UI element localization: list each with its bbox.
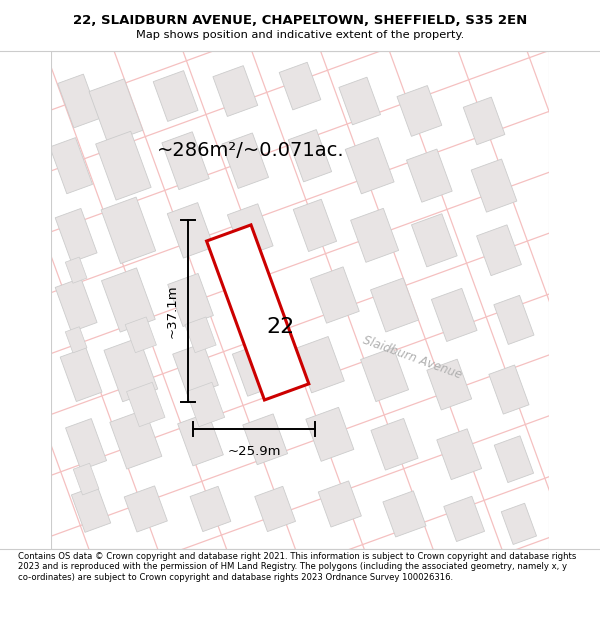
Polygon shape bbox=[383, 491, 426, 537]
Polygon shape bbox=[101, 197, 155, 264]
Polygon shape bbox=[55, 209, 97, 262]
Polygon shape bbox=[255, 486, 296, 532]
Text: Slaidburn Avenue: Slaidburn Avenue bbox=[361, 333, 463, 381]
Polygon shape bbox=[153, 71, 198, 121]
Text: 22: 22 bbox=[266, 318, 294, 338]
Polygon shape bbox=[71, 486, 111, 532]
Polygon shape bbox=[222, 133, 269, 188]
Polygon shape bbox=[185, 317, 216, 352]
Polygon shape bbox=[361, 348, 409, 402]
Polygon shape bbox=[431, 288, 477, 341]
Polygon shape bbox=[293, 199, 337, 251]
Polygon shape bbox=[463, 97, 505, 145]
Polygon shape bbox=[243, 414, 287, 465]
Polygon shape bbox=[65, 419, 107, 470]
Text: ~286m²/~0.071ac.: ~286m²/~0.071ac. bbox=[157, 141, 344, 160]
Polygon shape bbox=[58, 74, 100, 128]
Polygon shape bbox=[110, 409, 162, 469]
Polygon shape bbox=[437, 429, 482, 479]
Text: ~25.9m: ~25.9m bbox=[227, 445, 281, 458]
Polygon shape bbox=[427, 359, 472, 410]
Polygon shape bbox=[279, 62, 321, 110]
Polygon shape bbox=[412, 214, 457, 267]
Polygon shape bbox=[310, 267, 359, 323]
Polygon shape bbox=[104, 338, 158, 402]
Polygon shape bbox=[167, 202, 214, 258]
Polygon shape bbox=[73, 463, 99, 495]
Polygon shape bbox=[206, 225, 309, 400]
Polygon shape bbox=[371, 419, 418, 470]
Polygon shape bbox=[186, 382, 225, 427]
Polygon shape bbox=[476, 225, 521, 276]
Polygon shape bbox=[127, 382, 165, 427]
Polygon shape bbox=[173, 343, 218, 396]
Polygon shape bbox=[306, 408, 354, 461]
Text: 22, SLAIDBURN AVENUE, CHAPELTOWN, SHEFFIELD, S35 2EN: 22, SLAIDBURN AVENUE, CHAPELTOWN, SHEFFI… bbox=[73, 14, 527, 27]
Polygon shape bbox=[288, 129, 332, 182]
Polygon shape bbox=[444, 496, 485, 541]
Polygon shape bbox=[345, 138, 394, 194]
Polygon shape bbox=[167, 273, 214, 327]
Polygon shape bbox=[124, 486, 167, 532]
Polygon shape bbox=[125, 317, 157, 352]
Text: Contains OS data © Crown copyright and database right 2021. This information is : Contains OS data © Crown copyright and d… bbox=[18, 552, 577, 582]
Polygon shape bbox=[227, 204, 273, 257]
Polygon shape bbox=[406, 149, 452, 202]
Polygon shape bbox=[213, 66, 258, 116]
Polygon shape bbox=[89, 79, 143, 143]
Polygon shape bbox=[65, 257, 87, 283]
Polygon shape bbox=[55, 278, 97, 332]
Polygon shape bbox=[501, 503, 536, 544]
Polygon shape bbox=[494, 436, 533, 482]
Polygon shape bbox=[471, 159, 517, 212]
Polygon shape bbox=[339, 78, 380, 125]
Polygon shape bbox=[101, 268, 155, 332]
Polygon shape bbox=[371, 278, 419, 332]
Polygon shape bbox=[95, 131, 151, 200]
Polygon shape bbox=[60, 348, 102, 401]
Polygon shape bbox=[494, 296, 534, 344]
Polygon shape bbox=[190, 486, 231, 532]
Text: Map shows position and indicative extent of the property.: Map shows position and indicative extent… bbox=[136, 30, 464, 40]
Polygon shape bbox=[232, 343, 278, 396]
Polygon shape bbox=[295, 336, 344, 393]
Polygon shape bbox=[318, 481, 361, 527]
Polygon shape bbox=[397, 86, 442, 136]
Polygon shape bbox=[50, 138, 92, 194]
Text: ~37.1m: ~37.1m bbox=[166, 284, 179, 338]
Polygon shape bbox=[489, 365, 529, 414]
Polygon shape bbox=[350, 208, 398, 262]
Polygon shape bbox=[162, 132, 209, 189]
Polygon shape bbox=[178, 412, 223, 466]
Polygon shape bbox=[65, 327, 87, 353]
